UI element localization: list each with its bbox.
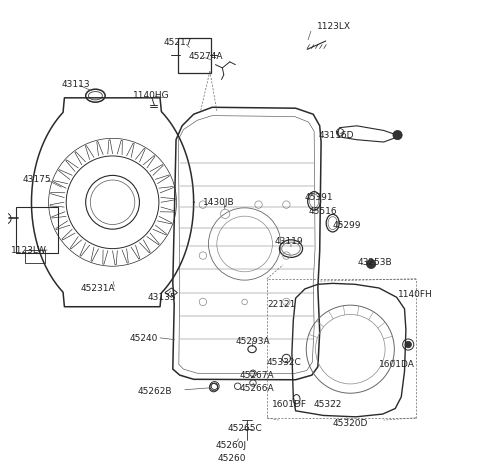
Text: 45217: 45217 xyxy=(164,38,192,47)
Text: 45231A: 45231A xyxy=(80,285,115,293)
Circle shape xyxy=(393,131,402,140)
Text: 45391: 45391 xyxy=(305,193,334,202)
Text: 1123LX: 1123LX xyxy=(316,22,350,31)
Text: 45260: 45260 xyxy=(218,454,246,463)
Text: 45299: 45299 xyxy=(333,221,361,230)
Text: 45322: 45322 xyxy=(314,400,342,409)
Text: 45267A: 45267A xyxy=(239,371,274,379)
Text: 43175: 43175 xyxy=(22,174,51,184)
Text: 45260J: 45260J xyxy=(216,441,247,450)
Text: 45262B: 45262B xyxy=(137,387,172,396)
Text: 45516: 45516 xyxy=(308,207,337,216)
Text: 43116D: 43116D xyxy=(319,131,354,140)
Text: 1430JB: 1430JB xyxy=(203,198,235,207)
Text: 22121: 22121 xyxy=(267,300,295,309)
Text: 1601DA: 1601DA xyxy=(379,360,415,369)
Text: 43113: 43113 xyxy=(61,80,90,89)
Text: 45274A: 45274A xyxy=(189,52,224,61)
Text: 45240: 45240 xyxy=(130,334,158,344)
Text: 45332C: 45332C xyxy=(267,358,301,366)
Text: 1140HG: 1140HG xyxy=(133,91,170,100)
Text: 43253B: 43253B xyxy=(357,258,392,267)
Text: 45266A: 45266A xyxy=(239,384,274,393)
Text: 43119: 43119 xyxy=(275,237,303,246)
Text: 1601DF: 1601DF xyxy=(273,400,307,409)
Circle shape xyxy=(367,259,376,269)
Text: 1123LW: 1123LW xyxy=(11,246,47,255)
Text: 45265C: 45265C xyxy=(228,424,262,433)
Circle shape xyxy=(405,341,411,348)
Text: 45320D: 45320D xyxy=(333,419,368,428)
Text: 1140FH: 1140FH xyxy=(397,291,432,299)
Text: 45293A: 45293A xyxy=(235,337,270,346)
Text: 43135: 43135 xyxy=(147,293,176,302)
